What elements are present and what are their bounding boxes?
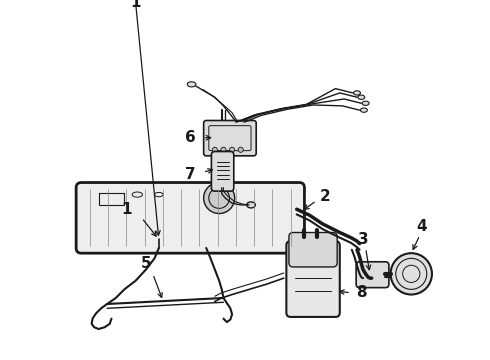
Text: 4: 4 bbox=[416, 219, 427, 234]
Text: 5: 5 bbox=[141, 256, 151, 271]
FancyBboxPatch shape bbox=[204, 121, 256, 156]
Text: 3: 3 bbox=[358, 232, 368, 247]
Ellipse shape bbox=[187, 82, 196, 87]
Circle shape bbox=[391, 253, 432, 294]
FancyBboxPatch shape bbox=[289, 233, 337, 267]
Ellipse shape bbox=[362, 101, 369, 105]
Ellipse shape bbox=[354, 91, 361, 95]
FancyBboxPatch shape bbox=[211, 152, 234, 191]
Circle shape bbox=[221, 147, 226, 152]
Text: 6: 6 bbox=[185, 130, 196, 145]
Text: 1: 1 bbox=[130, 0, 141, 10]
Text: 1: 1 bbox=[122, 202, 132, 217]
FancyBboxPatch shape bbox=[76, 183, 304, 253]
Bar bbox=[98, 193, 124, 205]
Circle shape bbox=[204, 183, 235, 213]
FancyBboxPatch shape bbox=[356, 262, 389, 288]
Text: 7: 7 bbox=[185, 167, 195, 182]
Ellipse shape bbox=[358, 95, 365, 99]
Ellipse shape bbox=[247, 202, 255, 208]
Text: 8: 8 bbox=[356, 285, 367, 300]
Ellipse shape bbox=[361, 108, 368, 112]
FancyBboxPatch shape bbox=[286, 241, 340, 317]
Text: 2: 2 bbox=[320, 189, 330, 204]
Circle shape bbox=[212, 147, 218, 152]
Circle shape bbox=[238, 147, 243, 152]
Circle shape bbox=[229, 147, 235, 152]
